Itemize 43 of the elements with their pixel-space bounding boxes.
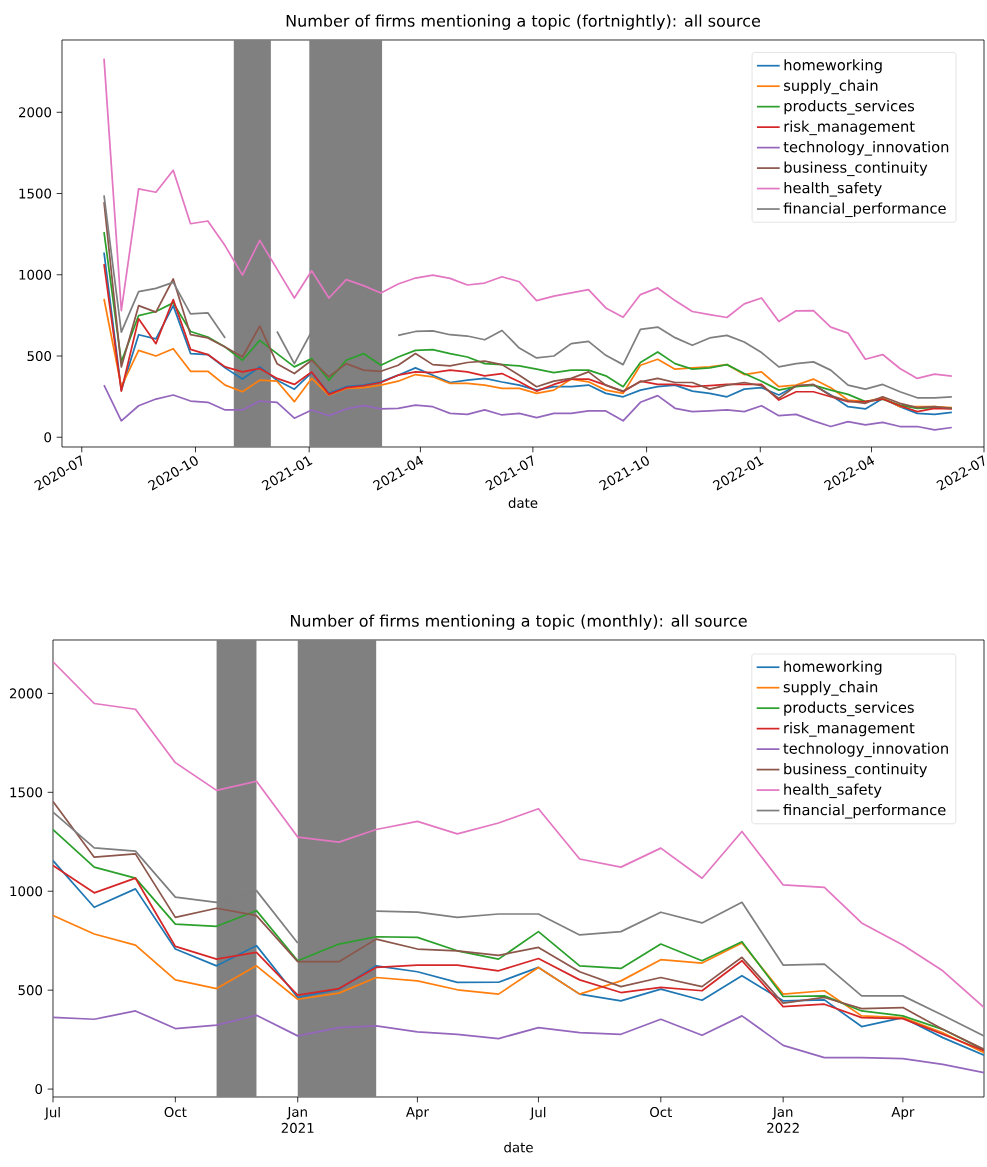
legend-label: homeworking bbox=[784, 660, 882, 675]
chart-title: Number of firms mentioning a topic (fortnightly): all source bbox=[286, 14, 761, 30]
line-series bbox=[53, 660, 984, 1009]
legend-label: products_services bbox=[784, 701, 914, 717]
legend-label: business_continuity bbox=[784, 763, 928, 778]
x-tick-label: Apr bbox=[405, 1107, 429, 1120]
legend-label: health_safety bbox=[784, 181, 882, 197]
x-axis-title: date bbox=[504, 1142, 533, 1153]
x-axis-title: date bbox=[508, 497, 538, 508]
y-tick-label: 1000 bbox=[19, 269, 52, 280]
x-tick-label: Jul bbox=[44, 1107, 60, 1120]
legend-label: risk_management bbox=[784, 120, 915, 136]
x-tick-label: Oct bbox=[164, 1107, 187, 1118]
y-tick-label: 0 bbox=[35, 1084, 43, 1095]
x-tick-label: Jan 2022 bbox=[767, 1107, 799, 1133]
line-series bbox=[53, 1010, 984, 1074]
y-tick-label: 2000 bbox=[10, 688, 43, 699]
y-tick-label: 0 bbox=[44, 432, 52, 443]
y-tick-label: 500 bbox=[27, 350, 52, 362]
legend-label: technology_innovation bbox=[783, 141, 949, 156]
y-tick-label: 500 bbox=[18, 985, 43, 996]
legend-label: homeworking bbox=[784, 59, 882, 74]
y-tick-label: 1000 bbox=[10, 886, 43, 897]
legend-label: risk_management bbox=[784, 722, 915, 737]
line-series bbox=[103, 384, 953, 431]
legend-label: products_services bbox=[784, 100, 915, 115]
x-tick-label: Jan 2021 bbox=[281, 1107, 314, 1133]
line-series bbox=[53, 914, 984, 1054]
chart-title: Number of firms mentioning a topic (monthly): all source bbox=[290, 614, 747, 630]
legend-label: business_continuity bbox=[784, 161, 928, 177]
legend-label: technology_innovation bbox=[783, 742, 948, 758]
legend-label: health_safety bbox=[784, 783, 882, 799]
line-series bbox=[103, 57, 953, 380]
y-tick-label: 2000 bbox=[19, 107, 52, 118]
y-tick-label: 1500 bbox=[19, 188, 52, 199]
x-tick-label: Apr bbox=[891, 1107, 915, 1120]
legend-label: financial_performance bbox=[783, 803, 946, 819]
x-tick-label: Oct bbox=[650, 1107, 673, 1118]
legend-label: supply_chain bbox=[783, 681, 878, 696]
x-tick-label: Jul bbox=[529, 1107, 546, 1120]
legend-label: financial_performance bbox=[783, 202, 946, 218]
legend-label: supply_chain bbox=[784, 79, 878, 95]
y-tick-label: 1500 bbox=[10, 787, 43, 798]
